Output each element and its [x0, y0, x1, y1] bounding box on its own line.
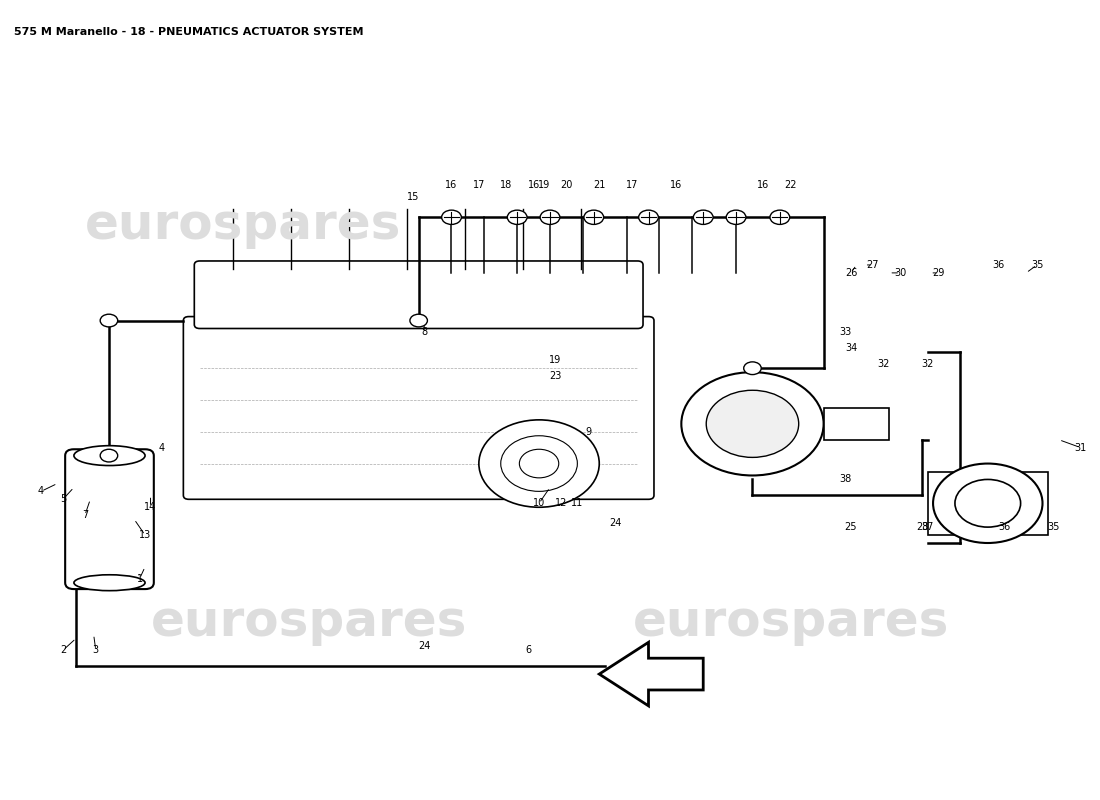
FancyBboxPatch shape — [65, 450, 154, 589]
Text: 16: 16 — [757, 181, 770, 190]
Circle shape — [706, 390, 799, 458]
Text: 28: 28 — [916, 522, 928, 532]
Polygon shape — [600, 642, 703, 706]
Text: 17: 17 — [473, 181, 485, 190]
Circle shape — [100, 450, 118, 462]
FancyBboxPatch shape — [824, 408, 889, 440]
Text: 21: 21 — [593, 181, 605, 190]
Circle shape — [410, 314, 428, 327]
Ellipse shape — [74, 446, 145, 466]
Text: 36: 36 — [992, 260, 1004, 270]
Text: 11: 11 — [571, 498, 583, 508]
Text: 6: 6 — [525, 646, 531, 655]
Text: 34: 34 — [845, 343, 857, 354]
Text: 37: 37 — [922, 522, 934, 532]
Text: 3: 3 — [92, 646, 99, 655]
Circle shape — [584, 210, 604, 225]
Text: 19: 19 — [538, 181, 551, 190]
Circle shape — [681, 372, 824, 475]
Text: eurospares: eurospares — [151, 598, 468, 646]
Text: 38: 38 — [839, 474, 851, 485]
Text: 5: 5 — [59, 494, 66, 504]
Text: 33: 33 — [839, 327, 851, 338]
Text: eurospares: eurospares — [632, 598, 949, 646]
Text: 19: 19 — [549, 355, 562, 366]
Text: 32: 32 — [878, 359, 890, 370]
Circle shape — [100, 314, 118, 327]
Text: 32: 32 — [922, 359, 934, 370]
Circle shape — [693, 210, 713, 225]
Ellipse shape — [74, 574, 145, 590]
Text: 575 M Maranello - 18 - PNEUMATICS ACTUATOR SYSTEM: 575 M Maranello - 18 - PNEUMATICS ACTUAT… — [13, 26, 363, 37]
Text: 25: 25 — [845, 522, 857, 532]
Circle shape — [933, 463, 1043, 543]
Circle shape — [639, 210, 658, 225]
Text: 14: 14 — [144, 502, 156, 512]
Text: 29: 29 — [933, 268, 945, 278]
FancyBboxPatch shape — [490, 444, 588, 483]
Circle shape — [441, 210, 461, 225]
Text: 7: 7 — [81, 510, 88, 520]
Text: 26: 26 — [845, 268, 857, 278]
Text: 16: 16 — [670, 181, 682, 190]
Text: 4: 4 — [39, 486, 44, 496]
Text: eurospares: eurospares — [86, 202, 402, 250]
Text: 27: 27 — [867, 260, 879, 270]
Text: 17: 17 — [626, 181, 638, 190]
Text: 24: 24 — [609, 518, 622, 528]
Text: 36: 36 — [998, 522, 1010, 532]
Text: 9: 9 — [585, 426, 592, 437]
Circle shape — [507, 210, 527, 225]
Text: 23: 23 — [549, 371, 562, 381]
Circle shape — [540, 210, 560, 225]
Text: 30: 30 — [894, 268, 906, 278]
Text: 4: 4 — [158, 442, 165, 453]
Text: 20: 20 — [560, 181, 573, 190]
Text: 1: 1 — [136, 574, 143, 584]
Text: 16: 16 — [528, 181, 540, 190]
Text: 13: 13 — [139, 530, 151, 540]
Text: 8: 8 — [421, 327, 427, 338]
Circle shape — [726, 210, 746, 225]
Text: 24: 24 — [418, 642, 430, 651]
Text: 35: 35 — [1031, 260, 1043, 270]
Text: 16: 16 — [446, 181, 458, 190]
Text: 22: 22 — [784, 181, 798, 190]
Circle shape — [744, 362, 761, 374]
Text: 10: 10 — [532, 498, 546, 508]
Circle shape — [478, 420, 600, 507]
FancyBboxPatch shape — [927, 471, 1048, 535]
Text: 18: 18 — [500, 181, 513, 190]
FancyBboxPatch shape — [195, 261, 644, 329]
Text: 15: 15 — [407, 193, 419, 202]
FancyBboxPatch shape — [184, 317, 654, 499]
Text: 31: 31 — [1075, 442, 1087, 453]
Text: 35: 35 — [1047, 522, 1059, 532]
Text: 2: 2 — [59, 646, 66, 655]
Text: 12: 12 — [554, 498, 568, 508]
Circle shape — [770, 210, 790, 225]
